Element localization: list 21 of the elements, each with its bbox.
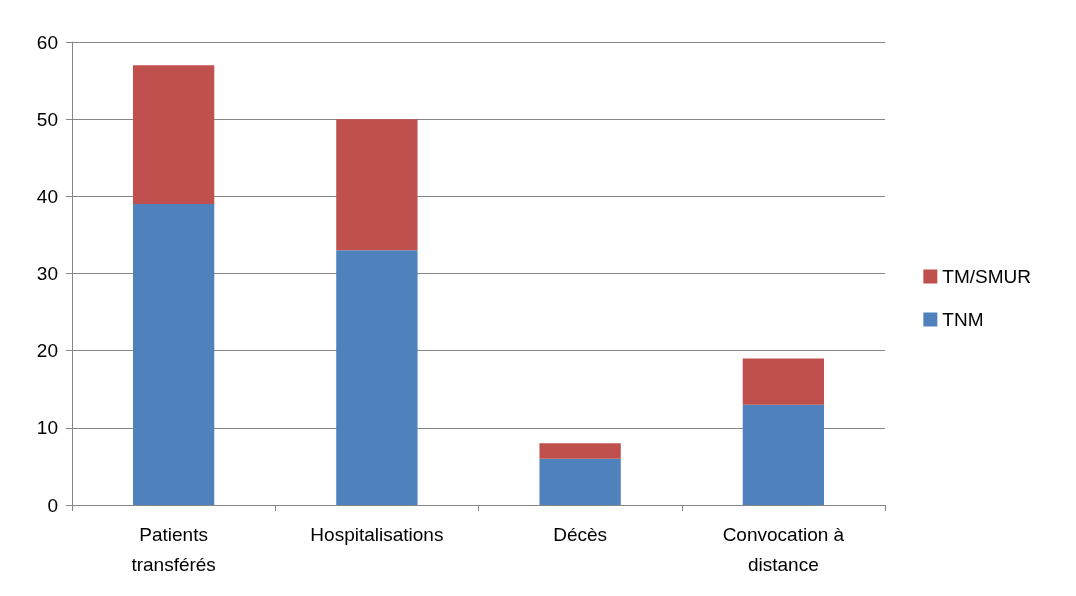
y-tick-label: 0 xyxy=(47,494,58,516)
legend-label: TNM xyxy=(942,309,984,330)
bar xyxy=(742,358,825,405)
x-tick-label: Hospitalisations xyxy=(310,523,444,545)
bar xyxy=(132,204,215,505)
bar xyxy=(539,443,621,459)
legend-label: TM/SMUR xyxy=(942,266,1031,287)
bar xyxy=(539,458,621,505)
y-tick-label: 30 xyxy=(36,263,58,284)
y-tick-label: 60 xyxy=(36,31,58,53)
y-tick-label: 10 xyxy=(36,417,58,439)
y-tick-label: 40 xyxy=(36,185,58,207)
y-tick-label: 50 xyxy=(36,108,58,130)
bar xyxy=(336,250,418,505)
y-tick-label: 20 xyxy=(36,340,58,362)
bar xyxy=(742,404,825,505)
x-tick-label: Décès xyxy=(553,523,608,545)
x-tick-label: Patients transférés xyxy=(131,523,216,575)
x-tick-label: Convocation à distance xyxy=(722,523,845,575)
bar xyxy=(336,119,418,251)
bar xyxy=(132,65,215,205)
